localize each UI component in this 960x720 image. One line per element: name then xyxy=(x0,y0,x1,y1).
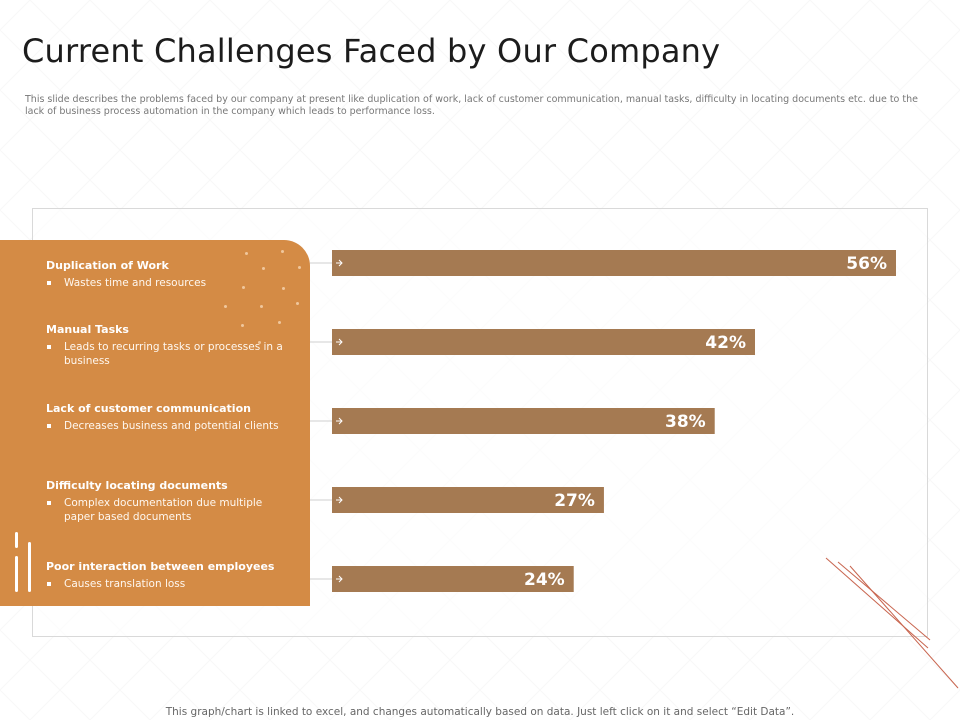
arrow-icon xyxy=(336,496,343,504)
bar xyxy=(332,566,574,592)
challenge-bullet: Causes translation loss xyxy=(46,577,296,591)
bullet-square-icon xyxy=(47,424,51,428)
challenges-panel xyxy=(0,240,310,606)
challenge-bullet: Complex documentation due multiple paper… xyxy=(46,496,296,524)
challenge-item: Manual Tasks Leads to recurring tasks or… xyxy=(46,323,296,368)
challenge-title: Lack of customer communication xyxy=(46,402,251,415)
bar-value-label: 56% xyxy=(846,254,887,274)
challenge-bullet-text: Complex documentation due multiple paper… xyxy=(64,497,263,523)
challenge-title: Poor interaction between employees xyxy=(46,560,275,573)
arrow-icon xyxy=(336,338,343,346)
arrow-icon xyxy=(336,417,343,425)
footer-note: This graph/chart is linked to excel, and… xyxy=(165,706,795,718)
decorative-dot xyxy=(224,305,227,308)
decorative-dot xyxy=(245,252,248,255)
challenge-bullet-text: Decreases business and potential clients xyxy=(64,420,279,432)
bar xyxy=(332,487,604,513)
bar-value-label: 27% xyxy=(554,491,595,511)
decorative-dot xyxy=(282,287,285,290)
challenge-item: Duplication of Work Wastes time and reso… xyxy=(46,259,296,290)
bar xyxy=(332,408,715,434)
decorative-dot xyxy=(241,324,244,327)
decorative-line-3 xyxy=(28,542,31,592)
bar xyxy=(332,329,755,355)
decorative-dot xyxy=(262,267,265,270)
decorative-dot xyxy=(296,302,299,305)
challenge-bullet-text: Leads to recurring tasks or processes in… xyxy=(64,341,283,367)
bar-value-label: 38% xyxy=(665,412,706,432)
challenge-title: Difficulty locating documents xyxy=(46,479,228,492)
decorative-line-2 xyxy=(15,556,18,592)
arrow-icon xyxy=(336,575,343,583)
bar xyxy=(332,250,896,276)
decorative-dot xyxy=(242,286,245,289)
decorative-line-1 xyxy=(15,532,18,548)
challenge-bullet-text: Wastes time and resources xyxy=(64,277,207,289)
bullet-square-icon xyxy=(47,582,51,586)
arrow-icon xyxy=(336,259,343,267)
challenge-bullet-text: Causes translation loss xyxy=(64,578,186,590)
bar-value-label: 42% xyxy=(705,333,746,353)
decorative-dot xyxy=(281,250,284,253)
challenge-bullet: Wastes time and resources xyxy=(46,276,296,290)
decorative-dot xyxy=(298,266,301,269)
decorative-dot xyxy=(278,321,281,324)
page-description: This slide describes the problems faced … xyxy=(25,94,918,117)
decorative-dot xyxy=(258,341,261,344)
bullet-square-icon xyxy=(47,345,51,349)
challenge-title: Manual Tasks xyxy=(46,323,129,336)
challenge-item: Poor interaction between employees Cause… xyxy=(46,560,296,591)
page-title: Current Challenges Faced by Our Company xyxy=(22,32,721,70)
challenge-title: Duplication of Work xyxy=(46,259,169,272)
bullet-square-icon xyxy=(47,501,51,505)
challenge-item: Lack of customer communication Decreases… xyxy=(46,402,296,433)
bullet-square-icon xyxy=(47,281,51,285)
challenge-item: Difficulty locating documents Complex do… xyxy=(46,479,296,524)
challenge-bullet: Leads to recurring tasks or processes in… xyxy=(46,340,296,368)
bar-value-label: 24% xyxy=(524,570,565,590)
challenge-bullet: Decreases business and potential clients xyxy=(46,419,296,433)
decorative-dot xyxy=(260,305,263,308)
